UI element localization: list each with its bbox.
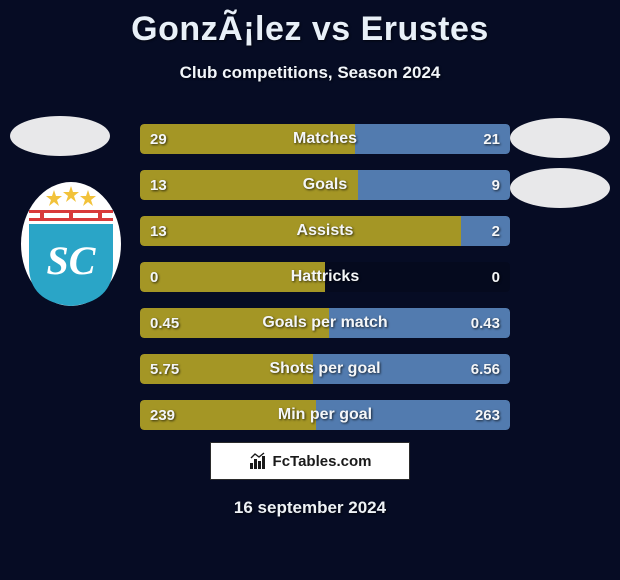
chart-icon [249, 452, 267, 470]
stat-value-left: 0 [150, 262, 158, 292]
stat-bar-left [140, 262, 325, 292]
stat-bar-left [140, 216, 461, 246]
page-title: GonzÃ¡lez vs Erustes [0, 0, 620, 49]
stat-value-left: 0.45 [150, 308, 179, 338]
stat-value-right: 6.56 [471, 354, 500, 384]
stat-row: 0.450.43Goals per match [140, 308, 510, 338]
stat-value-right: 9 [492, 170, 500, 200]
stat-row: 00Hattricks [140, 262, 510, 292]
stat-value-left: 29 [150, 124, 167, 154]
stat-bar-right [358, 170, 510, 200]
stat-row: 2921Matches [140, 124, 510, 154]
stat-value-right: 2 [492, 216, 500, 246]
stat-bar-left [140, 170, 358, 200]
club-badge-left: SC [20, 180, 122, 308]
page-subtitle: Club competitions, Season 2024 [0, 63, 620, 83]
stat-value-right: 263 [475, 400, 500, 430]
stats-container: 2921Matches139Goals132Assists00Hattricks… [140, 124, 510, 446]
player-avatar-right [510, 118, 610, 158]
club-badge-letters: SC [47, 238, 97, 283]
date-text: 16 september 2024 [0, 498, 620, 518]
stat-value-left: 13 [150, 170, 167, 200]
stat-value-left: 5.75 [150, 354, 179, 384]
stat-value-right: 0 [492, 262, 500, 292]
stat-bar-right [461, 216, 510, 246]
stat-bar-left [140, 124, 355, 154]
stat-value-right: 21 [483, 124, 500, 154]
stat-value-right: 0.43 [471, 308, 500, 338]
attribution-box[interactable]: FcTables.com [210, 442, 410, 480]
stat-row: 139Goals [140, 170, 510, 200]
stat-row: 132Assists [140, 216, 510, 246]
player-avatar-left [10, 116, 110, 156]
stat-row: 5.756.56Shots per goal [140, 354, 510, 384]
stat-value-left: 13 [150, 216, 167, 246]
stat-value-left: 239 [150, 400, 175, 430]
club-badge-right [510, 168, 610, 208]
attribution-text: FcTables.com [273, 453, 372, 470]
stat-row: 239263Min per goal [140, 400, 510, 430]
